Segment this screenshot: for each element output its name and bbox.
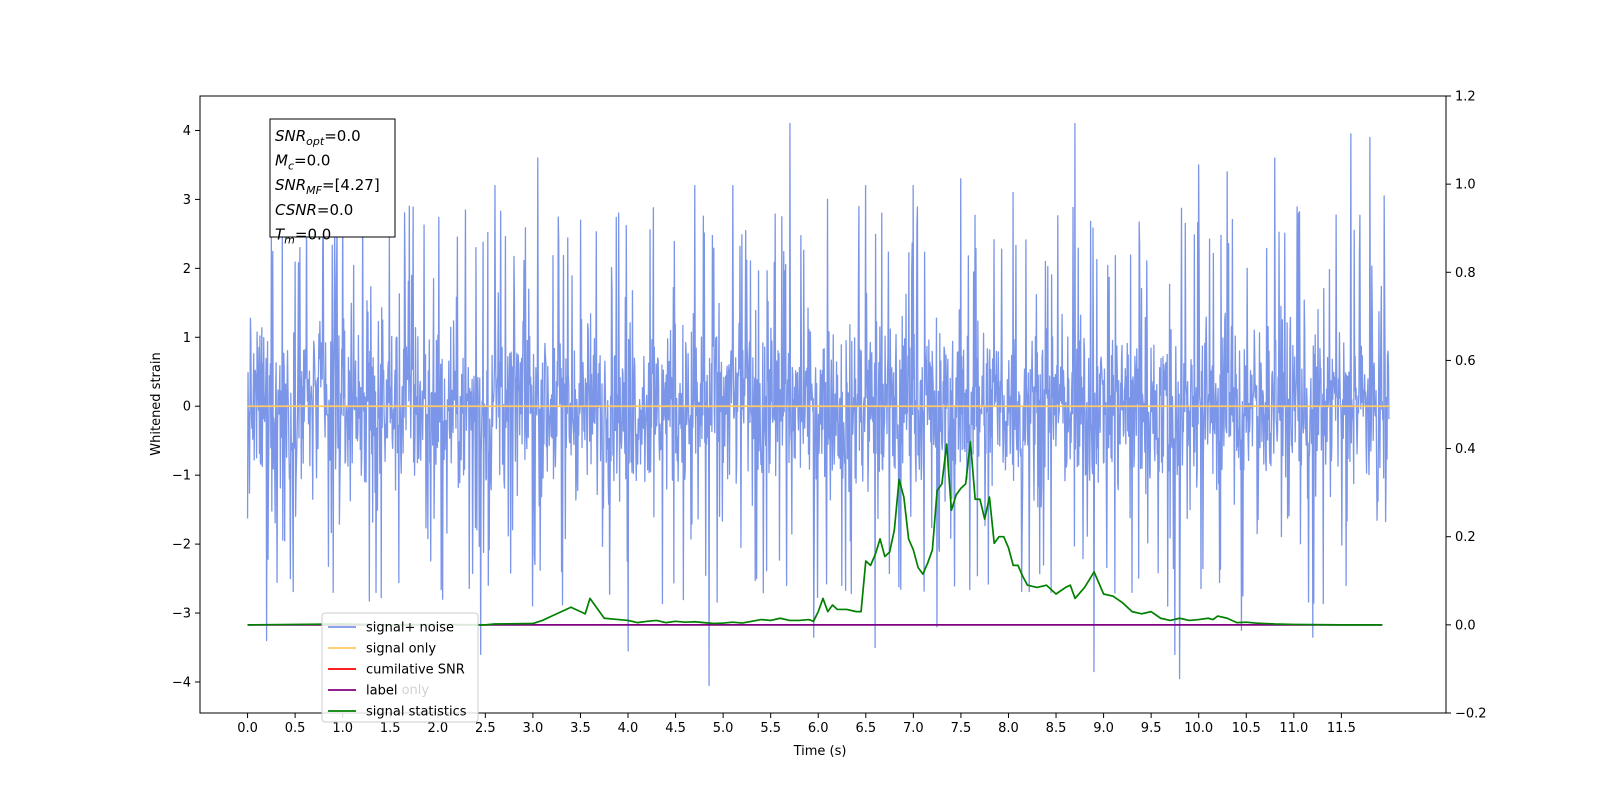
x-tick-label: 5.0 — [713, 721, 734, 736]
legend-label: signal only — [366, 642, 436, 657]
info-box-frame — [269, 118, 396, 238]
y-tick-label: 4 — [183, 124, 191, 139]
y-tick-label: 1 — [183, 331, 191, 346]
x-tick-label: 6.0 — [808, 721, 829, 736]
x-tick-label: 8.5 — [1046, 721, 1067, 736]
y2-tick-label: 1.2 — [1455, 90, 1476, 105]
y-tick-label: −2 — [172, 538, 191, 553]
info-subscript: opt — [306, 135, 325, 148]
info-row: SNRMF=[4.27] — [275, 176, 380, 197]
info-row: Mc=0.0 — [275, 152, 330, 173]
y2-tick-label: −0.2 — [1455, 707, 1487, 722]
y2-tick-label: 0.2 — [1455, 530, 1476, 545]
info-row: CSNR=0.0 — [275, 201, 353, 219]
x-axis-label: Time (s) — [793, 744, 847, 759]
info-subscript: MF — [306, 184, 322, 197]
y-tick-label: −3 — [172, 607, 191, 622]
info-value: =0.0 — [324, 127, 360, 145]
x-tick-label: 10.5 — [1232, 721, 1261, 736]
info-subscript: c — [288, 160, 294, 173]
series-line-signal-noise — [246, 122, 1390, 687]
y-axis-label: Whitened strain — [149, 352, 164, 455]
info-symbol: CSNR — [275, 201, 317, 219]
y-axis-right: −0.2 0.0 0.2 0.4 0.6 0.8 1.0 1.2 — [1446, 90, 1487, 722]
y-tick-label: −1 — [172, 469, 191, 484]
signal-noise-layer — [246, 122, 1390, 687]
x-tick-label: 11.5 — [1327, 721, 1356, 736]
x-tick-label: 7.0 — [903, 721, 924, 736]
x-tick-label: 1.0 — [332, 721, 353, 736]
info-symbol: T — [275, 225, 286, 243]
x-tick-label: 6.5 — [855, 721, 876, 736]
x-tick-label: 4.0 — [618, 721, 639, 736]
x-tick-label: 9.5 — [1141, 721, 1162, 736]
legend-hidden-text: label only — [366, 683, 429, 698]
x-tick-label: 3.0 — [523, 721, 544, 736]
y-tick-label: 3 — [183, 193, 191, 208]
x-tick-label: 10.0 — [1184, 721, 1213, 736]
x-tick-label: 2.0 — [427, 721, 448, 736]
y2-tick-label: 0.4 — [1455, 442, 1476, 457]
x-axis: 0.0 0.5 1.0 1.5 2.0 2.5 3.0 3.5 4.0 4.5 5.0 5.5 6.0 6… — [237, 713, 1356, 736]
info-value: =0.0 — [294, 152, 330, 170]
y-tick-label: 0 — [183, 400, 191, 415]
x-tick-label: 1.5 — [380, 721, 401, 736]
x-tick-label: 7.5 — [951, 721, 972, 736]
plot-frame — [199, 95, 1447, 714]
series-line-signal-statistics — [247, 441, 1383, 626]
x-tick-label: 5.5 — [760, 721, 781, 736]
legend-label: signal+ noise — [366, 621, 454, 636]
info-symbol: SNR — [275, 127, 306, 145]
legend-label: label — [366, 684, 397, 699]
y2-tick-label: 0.0 — [1455, 618, 1476, 633]
x-tick-label: 9.0 — [1093, 721, 1114, 736]
y2-tick-label: 0.6 — [1455, 354, 1476, 369]
info-value: =0.0 — [295, 225, 331, 243]
legend-label: cumilative SNR — [366, 663, 465, 678]
x-tick-label: 2.5 — [475, 721, 496, 736]
x-tick-label: 4.5 — [665, 721, 686, 736]
info-symbol: SNR — [275, 176, 306, 194]
x-tick-label: 3.5 — [570, 721, 591, 736]
y-tick-label: −4 — [172, 675, 191, 690]
x-tick-label: 0.0 — [237, 721, 258, 736]
x-tick-label: 8.0 — [998, 721, 1019, 736]
info-box: SNRopt=0.0Mc=0.0SNRMF=[4.27]CSNR=0.0Tm=0… — [269, 118, 396, 246]
y2-tick-label: 1.0 — [1455, 178, 1476, 193]
x-tick-label: 11.0 — [1279, 721, 1308, 736]
legend-frame — [321, 612, 479, 723]
info-symbol: M — [275, 152, 288, 170]
legend-label: signal statistics — [366, 705, 467, 720]
y2-tick-label: 0.8 — [1455, 266, 1476, 281]
info-subscript: m — [284, 233, 295, 246]
x-tick-label: 0.5 — [285, 721, 306, 736]
info-value: =0.0 — [317, 201, 353, 219]
info-row: SNRopt=0.0 — [275, 127, 361, 148]
info-row: Tm=0.0 — [275, 225, 331, 246]
info-value: =[4.27] — [322, 176, 380, 194]
y-axis-left: −4 −3 −2 −1 0 1 2 3 4 — [172, 124, 200, 690]
y-tick-label: 2 — [183, 262, 191, 277]
legend: label only signal+ noise signal only cumila… — [321, 612, 479, 723]
